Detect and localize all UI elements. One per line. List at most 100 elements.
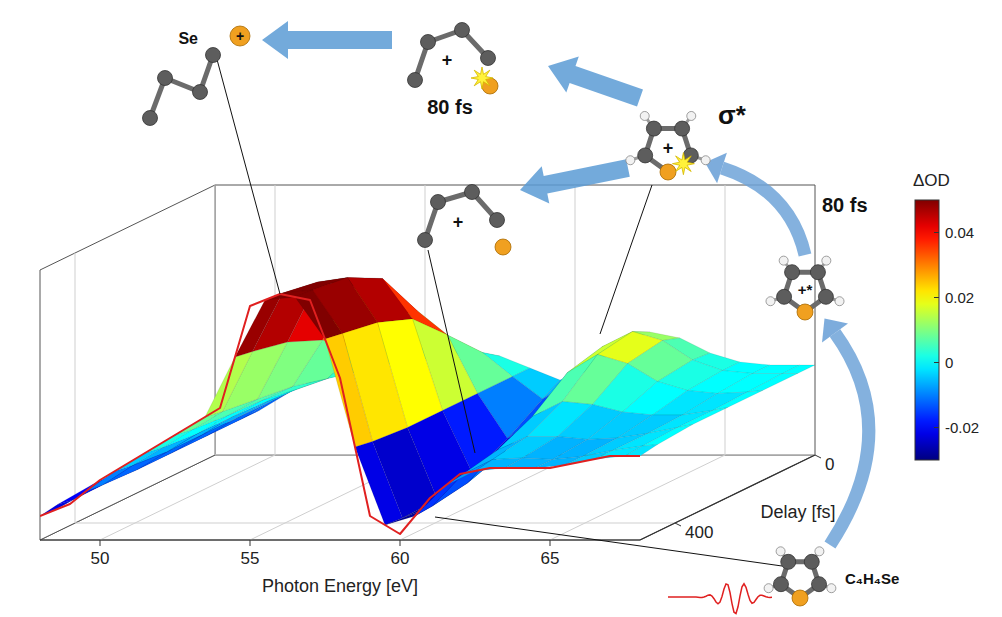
curved-arrow [722, 168, 805, 255]
x-tick-label: 50 [91, 549, 110, 568]
colorbar-tick [934, 427, 939, 428]
atom [766, 297, 775, 306]
atom [804, 554, 819, 569]
arrow [520, 159, 630, 203]
surface-cell [85, 466, 133, 493]
atom [495, 239, 511, 255]
colorbar-tick [934, 362, 939, 363]
x-tick [100, 540, 101, 546]
leader-line [215, 52, 280, 294]
atom [431, 195, 446, 210]
atom [638, 148, 653, 163]
y-tick-label: 400 [685, 523, 713, 542]
colorbar: -0.02 0 0.02 0.04 ΔOD [913, 171, 979, 460]
atom [490, 213, 505, 228]
atom [818, 289, 833, 304]
atom [206, 48, 221, 63]
atom [815, 547, 824, 556]
surface-cell [103, 452, 168, 486]
surface-cell [783, 365, 816, 374]
atom [773, 577, 788, 592]
atom [230, 26, 250, 46]
pulse [668, 584, 772, 614]
leader-line [600, 185, 652, 334]
x-axis-title: Photon Energy [eV] [262, 576, 418, 596]
x-tick [400, 540, 401, 546]
grid-line [215, 185, 815, 455]
axes-box [40, 185, 815, 540]
atom [640, 111, 649, 120]
surface-cell [713, 391, 763, 411]
left-wall [40, 185, 215, 540]
atom [418, 233, 433, 248]
annotation: +* [798, 281, 813, 298]
atom [193, 85, 208, 100]
atom [158, 71, 173, 86]
atom [781, 554, 796, 569]
atom [646, 121, 661, 136]
colorbar-title: ΔOD [913, 171, 950, 190]
y-axis-title: Delay [fs] [761, 502, 836, 522]
annotation: σ* [718, 100, 747, 130]
curved-arrow [830, 333, 869, 545]
colorbar-tick-label: -0.02 [945, 419, 979, 436]
axes: 50556065Photon Energy [eV]0400Delay [fs] [40, 455, 836, 596]
y-tick [815, 455, 821, 458]
spark [672, 153, 694, 175]
surface-cell [163, 416, 228, 448]
atom [792, 590, 808, 606]
atom [764, 584, 773, 593]
colorbar-scale [915, 200, 939, 460]
atom [455, 23, 470, 38]
grid-line [550, 185, 725, 540]
atom [660, 164, 676, 180]
atom [421, 35, 436, 50]
y-tick [675, 523, 681, 526]
atom [675, 121, 690, 136]
surface-cell [748, 374, 798, 393]
atom [408, 73, 423, 88]
annotation: Se [178, 30, 198, 47]
atom [812, 577, 827, 592]
annotation: + [453, 212, 464, 232]
x-tick [250, 540, 251, 546]
atom [701, 156, 710, 165]
leader-line [428, 250, 475, 453]
atom [785, 265, 800, 280]
surface-cell [625, 445, 658, 457]
surface-cell [295, 290, 343, 339]
atom [481, 51, 496, 66]
surface-cell [325, 334, 373, 448]
annotation: + [663, 138, 674, 158]
illustration [143, 21, 869, 614]
arrow [548, 57, 643, 107]
colorbar-tick-label: 0 [945, 354, 953, 371]
surface-cell [133, 434, 198, 466]
y-tick-label: 0 [825, 455, 834, 474]
annotations: Se+80 fs+σ*++80 fs+*C₄H₄Se [178, 28, 899, 587]
x-tick-label: 60 [391, 549, 410, 568]
atom [810, 265, 825, 280]
atom [626, 156, 635, 165]
surface-cell [643, 425, 693, 447]
annotation: 80 fs [822, 194, 868, 216]
atom [827, 584, 836, 593]
x-tick [550, 540, 551, 546]
surface [40, 278, 815, 535]
atom [779, 256, 788, 265]
colorbar-tick [934, 297, 939, 298]
annotation: + [236, 28, 244, 44]
colorbar-tick-label: 0.02 [945, 289, 974, 306]
colorbar-tick [934, 232, 939, 233]
atom [777, 289, 792, 304]
atom [835, 297, 844, 306]
surface-cell [205, 352, 253, 418]
leader-line [435, 517, 782, 566]
colorbar-tick-label: 0.04 [945, 224, 974, 241]
figure: 50556065Photon Energy [eV]0400Delay [fs]… [0, 0, 1002, 617]
annotation: 80 fs [427, 96, 473, 118]
atom [687, 111, 696, 120]
front-trace [40, 294, 640, 534]
y-axis-line [640, 455, 815, 540]
x-tick-label: 65 [541, 549, 560, 568]
